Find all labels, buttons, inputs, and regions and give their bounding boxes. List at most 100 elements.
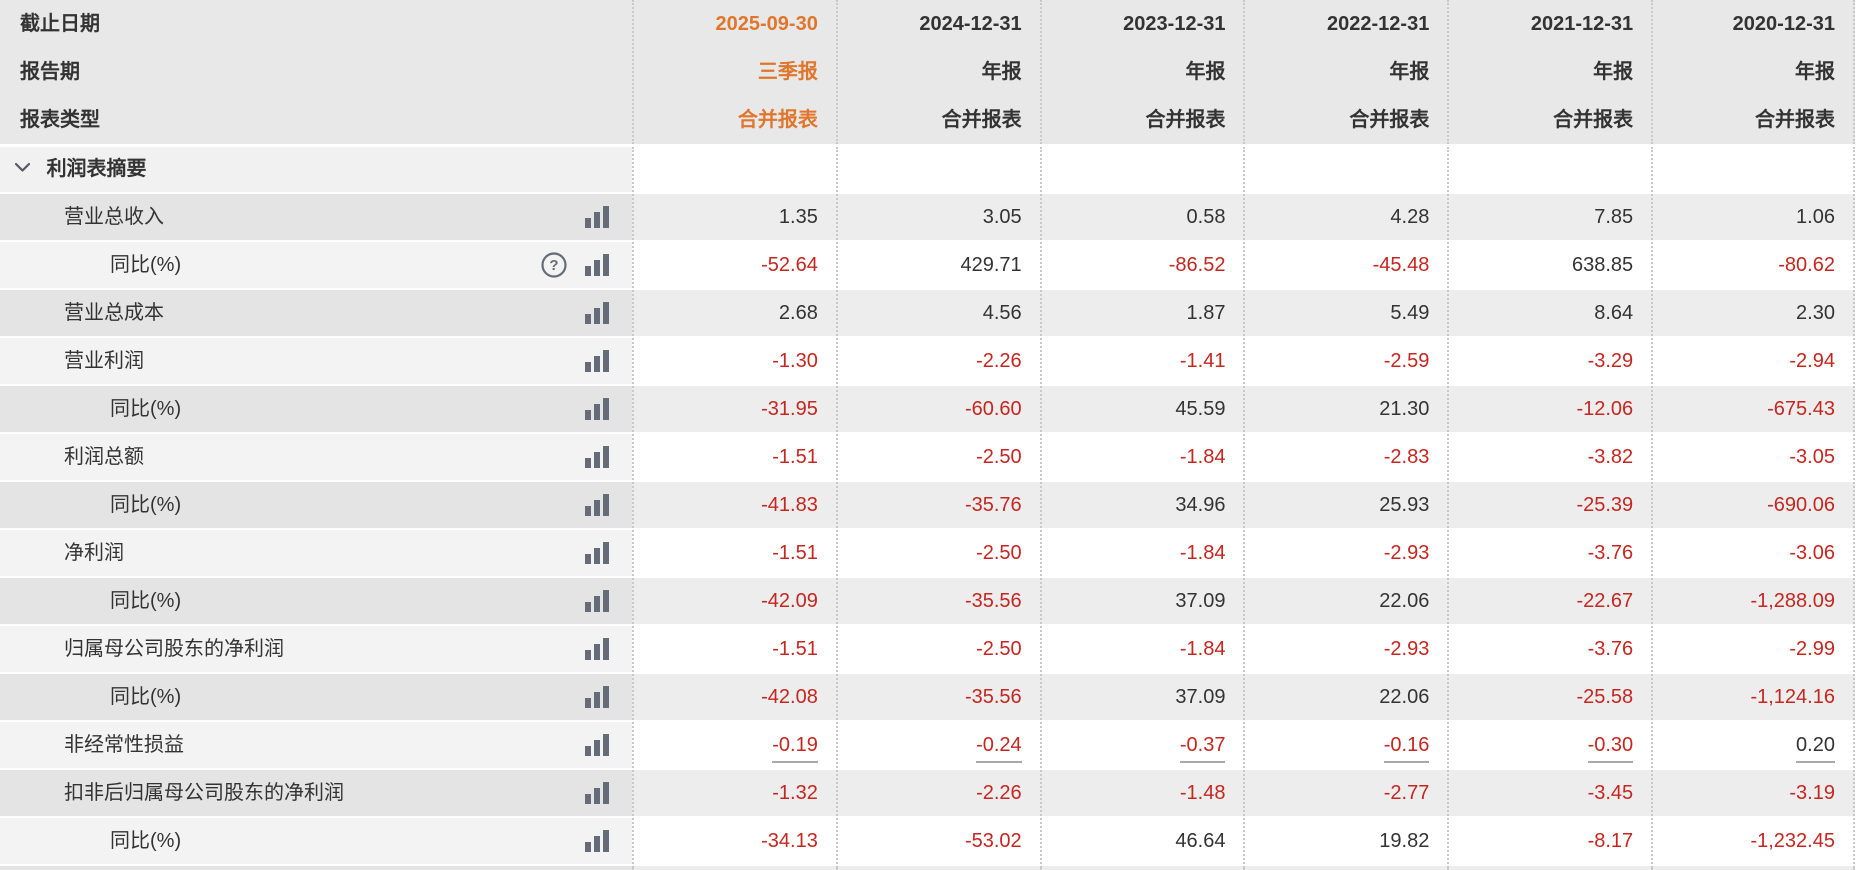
table-row: 同比(%) -42.09 -35.56 37.09 22.06 -22.67 -1,288.…: [0, 576, 1855, 624]
table-row: 净利润 -1.51 -2.50 -1.84 -2.93 -3.76 -3.06: [0, 528, 1855, 576]
bar-chart-icon[interactable]: [584, 828, 610, 854]
value: -45.48: [1372, 254, 1430, 276]
value-cell: 1.35: [632, 194, 836, 240]
header-type: 合并报表: [1754, 109, 1835, 131]
table-row: 营业总成本 2.68 4.56 1.87 5.49 8.64 2.30: [0, 288, 1855, 336]
value: -22.67: [1576, 590, 1634, 612]
value: -0.37: [1179, 734, 1226, 763]
header-column-2023-12-31: 2023-12-31 年报 合并报表: [1039, 0, 1244, 144]
value: 25.93: [1379, 494, 1430, 516]
header-label-report-type: 报表类型: [20, 109, 100, 131]
value: -0.30: [1587, 734, 1634, 763]
header-column-2025-09-30: 2025-09-30 三季报 合并报表: [632, 0, 836, 144]
bar-chart-icon[interactable]: [584, 684, 610, 710]
section-label-cell[interactable]: 利润表摘要: [0, 147, 632, 192]
value-cell: 1.06: [1651, 194, 1855, 240]
value-cell: -2.83: [1243, 434, 1448, 480]
value-cell: -53.02: [835, 818, 1040, 864]
value: -53.02: [964, 830, 1022, 852]
value-cell: -1.30: [632, 338, 836, 384]
question-help-icon[interactable]: ?: [540, 251, 568, 279]
next-row-partial-cell: [835, 866, 1040, 870]
table-row: 同比(%) -42.08 -35.56 37.09 22.06 -25.58 -1,124.…: [0, 672, 1855, 720]
value: 19.82: [1379, 830, 1430, 852]
value: -80.62: [1778, 254, 1835, 276]
bar-chart-icon[interactable]: [584, 588, 610, 614]
value-cell: -1.84: [1039, 530, 1244, 576]
value-cell: 5.49: [1243, 290, 1448, 336]
header-column-2020-12-31: 2020-12-31 年报合并报表: [1651, 0, 1855, 144]
value-cell: -12.06: [1447, 386, 1652, 432]
section-row-income-statement-summary[interactable]: 利润表摘要: [0, 144, 1855, 192]
header-label-end-date: 截止日期: [20, 13, 100, 35]
value: 37.09: [1175, 686, 1226, 708]
row-label-cell: 非经常性损益: [0, 722, 632, 768]
header-type: 合并报表: [737, 109, 818, 131]
value-cell: 34.96: [1039, 482, 1244, 528]
header-type: 合并报表: [941, 109, 1022, 131]
row-label-cell: 扣非后归属母公司股东的净利润: [0, 770, 632, 816]
value: -2.83: [1383, 446, 1430, 468]
row-label-cell: 营业总成本: [0, 290, 632, 336]
row-label-cell: 同比(%): [0, 674, 632, 720]
value: 22.06: [1379, 686, 1430, 708]
value-cell: -3.76: [1447, 626, 1652, 672]
bar-chart-icon[interactable]: [584, 252, 610, 278]
value: -2.94: [1789, 350, 1835, 372]
value: -42.09: [761, 590, 818, 612]
value-cell: -3.76: [1447, 530, 1652, 576]
bar-chart-icon[interactable]: [584, 732, 610, 758]
value: -1.32: [772, 782, 818, 804]
header-period: 年报: [1794, 61, 1835, 83]
value-cell: 4.56: [835, 290, 1040, 336]
chevron-down-icon[interactable]: [14, 162, 31, 173]
header-label-report-period: 报告期: [20, 61, 80, 83]
row-label-cell: 归属母公司股东的净利润: [0, 626, 632, 672]
bar-chart-icon[interactable]: [584, 492, 610, 518]
bar-chart-icon[interactable]: [584, 444, 610, 470]
row-label-cell: 同比(%): [0, 578, 632, 624]
table-row: 营业利润 -1.30 -2.26 -1.41 -2.59 -3.29 -2.94: [0, 336, 1855, 384]
value: -2.50: [976, 638, 1022, 660]
value: -60.60: [964, 398, 1022, 420]
value-cell: -1.48: [1039, 770, 1244, 816]
value-cell: -3.29: [1447, 338, 1652, 384]
value-cell: -3.05: [1651, 434, 1855, 480]
row-label-cell: 净利润: [0, 530, 632, 576]
value-cell: 429.71: [835, 242, 1040, 288]
bar-chart-icon[interactable]: [584, 396, 610, 422]
value-cell: -2.93: [1243, 530, 1448, 576]
value-cell: -52.64: [632, 242, 836, 288]
value: 4.56: [982, 302, 1022, 324]
value: -3.76: [1587, 542, 1634, 564]
header-period: 年报: [1593, 61, 1634, 83]
table-row: 扣非后归属母公司股东的净利润 -1.32 -2.26 -1.48 -2.77 -3.45 -…: [0, 768, 1855, 816]
value: 46.64: [1175, 830, 1226, 852]
value: -1.51: [772, 542, 818, 564]
row-label: 扣非后归属母公司股东的净利润: [64, 782, 344, 804]
value-cell: -25.58: [1447, 674, 1652, 720]
row-label: 利润总额: [64, 446, 144, 468]
value-cell: -1.84: [1039, 626, 1244, 672]
value-cell: -22.67: [1447, 578, 1652, 624]
bar-chart-icon[interactable]: [584, 780, 610, 806]
value: 2.30: [1796, 302, 1835, 324]
bar-chart-icon[interactable]: [584, 204, 610, 230]
value: -1.84: [1179, 638, 1226, 660]
header-type: 合并报表: [1553, 109, 1634, 131]
header-date: 2020-12-31: [1732, 13, 1835, 35]
value: -2.99: [1789, 638, 1835, 660]
header-date: 2025-09-30: [715, 13, 818, 35]
value-cell: -1.32: [632, 770, 836, 816]
value: -1,232.45: [1750, 830, 1835, 852]
bar-chart-icon[interactable]: [584, 636, 610, 662]
bar-chart-icon[interactable]: [584, 348, 610, 374]
value-cell: -1.51: [632, 434, 836, 480]
bar-chart-icon[interactable]: [584, 540, 610, 566]
value-cell: 25.93: [1243, 482, 1448, 528]
bar-chart-icon[interactable]: [584, 300, 610, 326]
value: -1.51: [772, 446, 818, 468]
value: -25.39: [1576, 494, 1634, 516]
value-cell: -2.26: [835, 770, 1040, 816]
